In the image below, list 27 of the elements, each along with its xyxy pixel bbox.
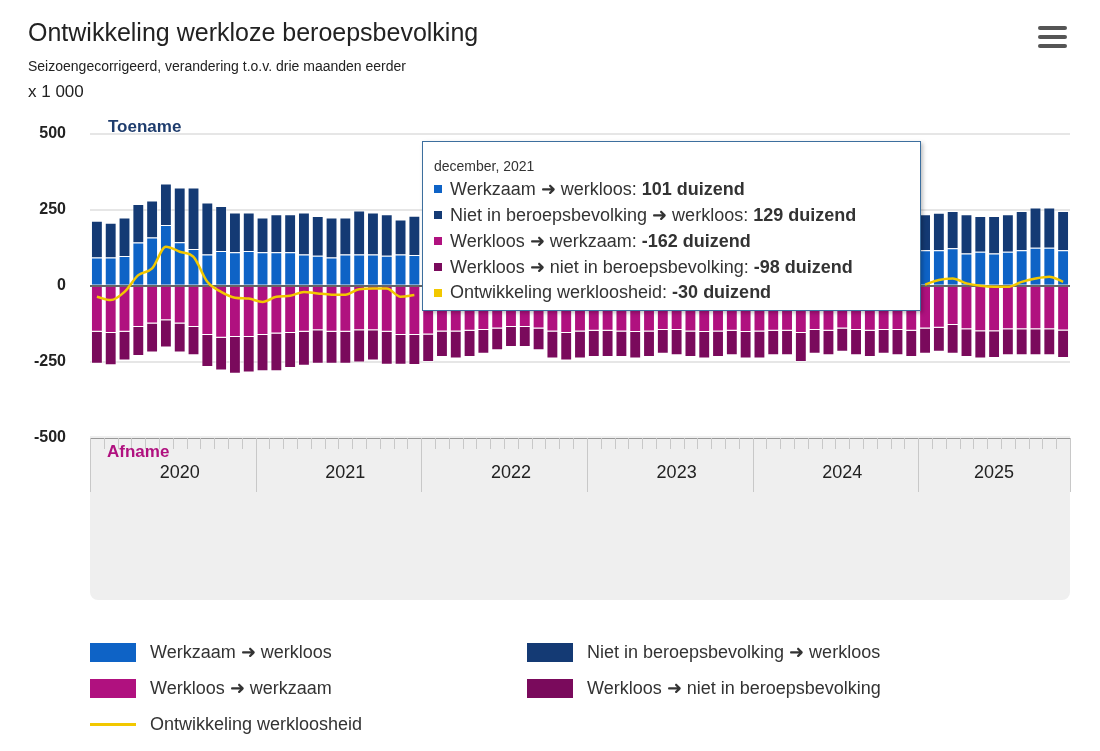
y-tick-label: 500 [39,124,67,142]
x-tick-label: 2020 [159,461,200,482]
annotation: Werkzaam ➜ werkloos: 101 duizend [450,178,745,200]
chart-subtitle: Seizoengecorrigeerd, verandering t.o.v. drie maanden eerder [28,58,406,74]
legend-label: Werkloos ➜ niet in beroepsbevolking [587,677,881,699]
x-tick-label: 2022 [490,461,532,482]
y-tick-label: -250 [33,352,67,370]
chart-title: Ontwikkeling werkloze beroepsbevolking [28,18,479,47]
legend-label: Werkloos ➜ werkzaam [150,677,332,699]
annotation: december, 2021 [434,158,535,174]
annotation: Werkloos ➜ niet in beroepsbevolking: -98 duizend [450,256,853,278]
y-tick-label: 250 [39,200,67,218]
y-axis-title: x 1 000 [28,82,84,102]
x-tick-label: 2024 [822,461,863,482]
legend-label: Werkzaam ➜ werkloos [150,641,332,663]
x-tick-label: 2021 [325,461,366,482]
y-tick-label: 0 [57,276,67,294]
annotation: Werkloos ➜ werkzaam: -162 duizend [450,230,751,252]
x-tick-label: 2023 [656,461,697,482]
annotation: Ontwikkeling werkloosheid: -30 duizend [450,282,772,303]
legend-label: Niet in beroepsbevolking ➜ werkloos [587,641,881,663]
annotation: Toename [108,117,182,137]
legend-label: Ontwikkeling werkloosheid [150,713,363,735]
text: Afname [107,442,170,462]
y-tick-label: -500 [33,428,67,446]
annotation: Niet in beroepsbevolking ➜ werkloos: 129 duizend [450,204,857,226]
x-tick-label: 2025 [974,461,1015,482]
